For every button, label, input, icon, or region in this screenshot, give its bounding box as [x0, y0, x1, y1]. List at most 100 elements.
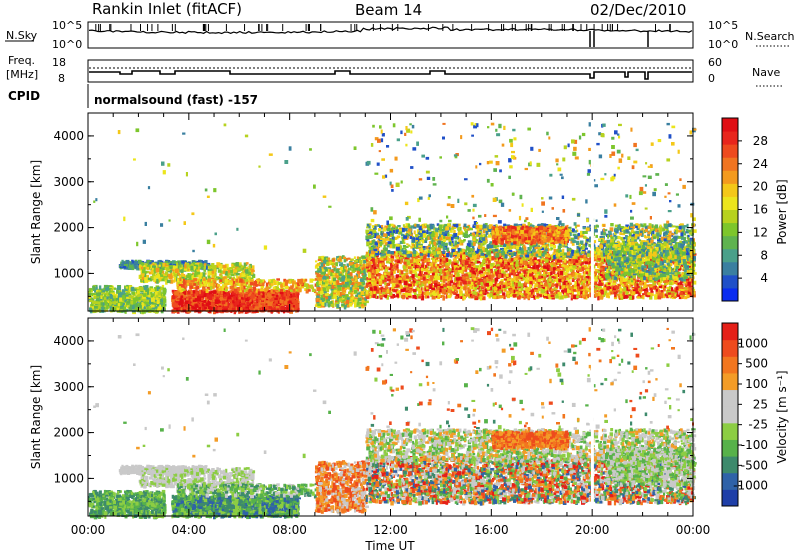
- power-pixel: [211, 263, 215, 267]
- power-pixel: [285, 304, 290, 307]
- power-pixel: [160, 306, 164, 310]
- power-pixel: [178, 269, 181, 273]
- power-pixel: [122, 302, 125, 305]
- power-pixel: [223, 267, 226, 273]
- power-pixel: [165, 271, 168, 276]
- power-pixel: [338, 298, 343, 302]
- power-pixel: [189, 285, 193, 289]
- power-pixel: [133, 262, 138, 265]
- power-pixel: [139, 262, 143, 265]
- power-pixel: [236, 304, 241, 308]
- power-pixel: [176, 265, 181, 270]
- beam-title: Beam 14: [355, 1, 422, 19]
- power-pixel: [323, 275, 327, 280]
- power-pixel: [210, 267, 214, 271]
- power-pixel: [110, 305, 113, 308]
- power-pixel: [221, 284, 225, 289]
- power-pixel: [269, 293, 272, 296]
- power-pixel: [90, 298, 93, 301]
- power-pixel: [169, 266, 173, 269]
- power-pixel: [245, 262, 249, 265]
- power-pixel: [210, 302, 215, 307]
- power-pixel: [362, 282, 365, 286]
- power-pixel: [258, 302, 261, 307]
- power-pixel: [357, 301, 360, 305]
- power-pixel: [219, 296, 222, 301]
- power-pixel: [162, 296, 166, 300]
- power-pixel: [211, 273, 215, 276]
- power-pixel: [113, 307, 117, 311]
- power-pixel: [188, 265, 191, 269]
- power-pixel: [216, 284, 221, 287]
- power-pixel: [268, 289, 273, 293]
- power-pixel: [122, 266, 127, 269]
- power-pixel: [163, 301, 166, 306]
- power-pixel: [314, 278, 318, 281]
- freq-panel: Freq. [MHz] 18 8 60 0 Nave: [6, 54, 784, 87]
- power-pixel: [284, 300, 288, 305]
- power-pixel: [210, 290, 214, 294]
- power-pixel: [172, 295, 176, 300]
- power-pixel: [144, 277, 148, 281]
- power-pixel: [143, 279, 146, 284]
- power-pixel: [194, 264, 198, 268]
- power-pixel: [130, 304, 133, 308]
- power-pixel: [231, 307, 236, 311]
- power-pixel: [243, 283, 246, 286]
- power-pixel: [225, 263, 229, 269]
- power-pixel: [326, 261, 330, 266]
- power-pixel: [204, 260, 208, 263]
- power-pixel: [311, 288, 316, 292]
- power-pixel: [105, 292, 109, 296]
- power-pixel: [349, 302, 353, 307]
- power-pixel: [143, 267, 146, 272]
- power-pixel: [351, 264, 355, 267]
- power-pixel: [169, 279, 174, 284]
- power-pixel: [257, 288, 260, 292]
- power-pixel: [239, 278, 243, 283]
- power-pixel: [250, 296, 255, 299]
- power-pixel: [240, 265, 243, 269]
- power-pixel: [102, 295, 105, 300]
- power-pixel: [316, 295, 320, 298]
- nsearch-tick-top: 10^5: [708, 19, 738, 32]
- power-pixel: [341, 303, 345, 307]
- power-pixel: [198, 259, 203, 264]
- power-pixel: [327, 272, 331, 275]
- power-pixel: [132, 298, 136, 302]
- power-pixel: [111, 304, 116, 309]
- power-pixel: [321, 255, 324, 260]
- power-pixel: [331, 284, 335, 289]
- power-pixel: [99, 291, 104, 295]
- power-pixel: [358, 294, 361, 298]
- power-pixel: [265, 282, 269, 287]
- power-pixel: [125, 259, 130, 264]
- power-pixel: [140, 292, 144, 297]
- power-pixel: [96, 307, 99, 311]
- power-pixel: [101, 306, 105, 311]
- power-pixel: [207, 283, 210, 287]
- power-pixel: [253, 283, 257, 286]
- power-pixel: [215, 265, 219, 268]
- power-pixel: [110, 291, 114, 294]
- power-pixel: [226, 282, 230, 285]
- power-pixel: [150, 292, 153, 295]
- power-pixel: [111, 300, 115, 304]
- power-pixel: [262, 282, 265, 287]
- power-pixel: [157, 272, 161, 275]
- power-pixel: [229, 276, 232, 280]
- power-pixel: [347, 274, 351, 279]
- power-pixel: [162, 305, 165, 308]
- power-pixel: [235, 265, 239, 270]
- power-pixel: [202, 260, 205, 266]
- power-pixel: [158, 262, 162, 266]
- power-pixel: [231, 297, 235, 300]
- power-pixel: [143, 307, 146, 310]
- power-pixel: [297, 282, 300, 286]
- power-pixel: [340, 267, 343, 270]
- power-pixel: [207, 274, 211, 278]
- power-pixel: [155, 264, 158, 268]
- power-pixel: [245, 308, 249, 313]
- power-pixel: [161, 270, 165, 274]
- power-pixel: [192, 266, 196, 271]
